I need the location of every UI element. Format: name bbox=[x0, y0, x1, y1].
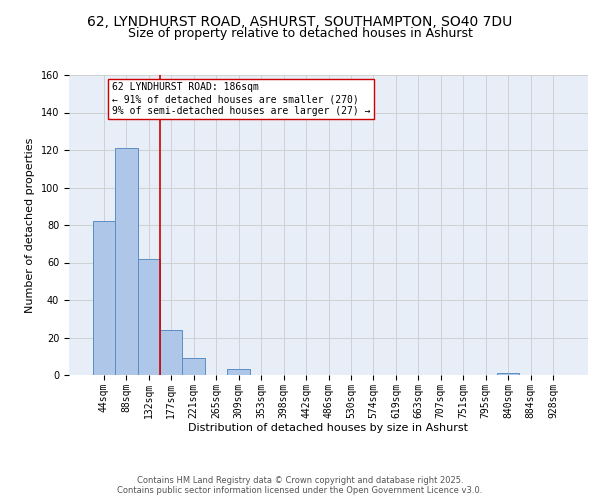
Text: Size of property relative to detached houses in Ashurst: Size of property relative to detached ho… bbox=[128, 28, 472, 40]
Text: 62, LYNDHURST ROAD, ASHURST, SOUTHAMPTON, SO40 7DU: 62, LYNDHURST ROAD, ASHURST, SOUTHAMPTON… bbox=[88, 15, 512, 29]
Bar bbox=[115, 148, 137, 375]
Bar bbox=[137, 259, 160, 375]
Bar bbox=[227, 370, 250, 375]
Bar bbox=[92, 221, 115, 375]
Text: 62 LYNDHURST ROAD: 186sqm
← 91% of detached houses are smaller (270)
9% of semi-: 62 LYNDHURST ROAD: 186sqm ← 91% of detac… bbox=[112, 82, 370, 116]
Bar bbox=[160, 330, 182, 375]
Text: Contains HM Land Registry data © Crown copyright and database right 2025.
Contai: Contains HM Land Registry data © Crown c… bbox=[118, 476, 482, 495]
Y-axis label: Number of detached properties: Number of detached properties bbox=[25, 138, 35, 312]
Bar bbox=[497, 373, 520, 375]
Bar bbox=[182, 358, 205, 375]
X-axis label: Distribution of detached houses by size in Ashurst: Distribution of detached houses by size … bbox=[188, 424, 469, 434]
